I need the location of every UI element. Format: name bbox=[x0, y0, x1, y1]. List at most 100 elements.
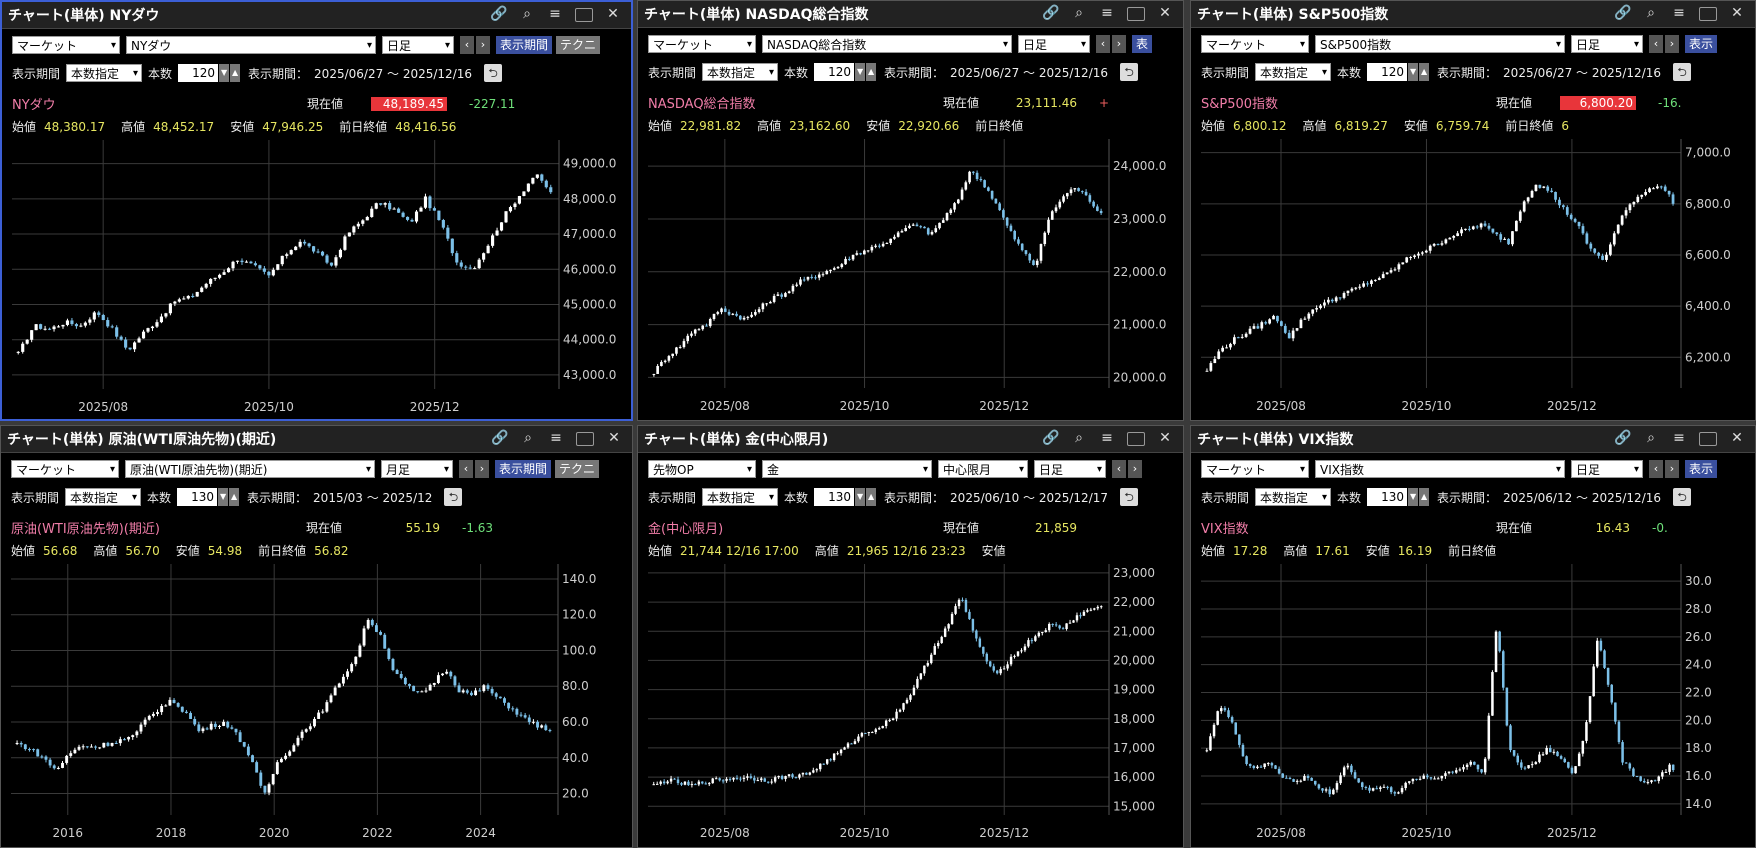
next-button[interactable]: › bbox=[1665, 35, 1679, 53]
chart-svg[interactable]: 30.0 28.0 26.0 24.0 22.0 20.0 18.0 16.0 14.0 2025… bbox=[1197, 562, 1753, 843]
count-up-button[interactable]: ▲ bbox=[1419, 488, 1430, 506]
show-period-button[interactable]: 表示期間 bbox=[495, 460, 552, 478]
close-icon[interactable]: ✕ bbox=[1159, 430, 1171, 446]
next-button[interactable]: › bbox=[476, 36, 490, 54]
range-mode-select[interactable]: 本数指定 bbox=[66, 64, 143, 82]
count-down-button[interactable]: ▼ bbox=[219, 64, 230, 82]
maximize-icon[interactable] bbox=[1127, 432, 1145, 446]
technical-button[interactable]: テクニ bbox=[556, 36, 601, 54]
chart-panel[interactable]: チャート(単体) 金(中心限月) 🔗 ⌕ ≡ ✕ 先物OP 金中心限月日足 ‹› 表示期間本数指… bbox=[637, 425, 1184, 848]
period-select[interactable]: 日足 bbox=[1018, 35, 1090, 53]
chart-svg[interactable]: 140.0 120.0 100.0 80.0 60.0 40.0 20.0 2016 2018 2… bbox=[7, 562, 630, 843]
chart-panel[interactable]: チャート(単体) NASDAQ総合指数🔗⌕≡✕ マーケット NASDAQ総合指数日足… bbox=[637, 0, 1184, 421]
count-up-button[interactable]: ▲ bbox=[1419, 63, 1430, 81]
count-up-button[interactable]: ▲ bbox=[230, 64, 241, 82]
menu-icon[interactable]: ≡ bbox=[1673, 430, 1685, 446]
prev-button[interactable]: ‹ bbox=[1112, 460, 1126, 478]
panel-titlebar[interactable]: チャート(単体) VIX指数 🔗 ⌕ ≡ ✕ bbox=[1191, 426, 1755, 453]
symbol-select[interactable]: 原油(WTI原油先物)(期近) bbox=[125, 460, 375, 478]
search-icon[interactable]: ⌕ bbox=[1647, 5, 1655, 21]
contract-select[interactable]: 中心限月 bbox=[938, 460, 1028, 478]
symbol-select[interactable]: VIX指数 bbox=[1315, 460, 1565, 478]
technical-button[interactable]: テクニ bbox=[555, 460, 600, 478]
prev-button[interactable]: ‹ bbox=[459, 460, 473, 478]
next-button[interactable]: › bbox=[1128, 460, 1142, 478]
price-chart[interactable]: 30.0 28.0 26.0 24.0 22.0 20.0 18.0 16.0 14.0 2025… bbox=[1197, 562, 1753, 843]
range-mode-select[interactable]: 本数指定 bbox=[702, 63, 779, 81]
period-select[interactable]: 日足 bbox=[1571, 460, 1643, 478]
price-chart[interactable]: 49,000.0 48,000.0 47,000.0 46,000.0 45,000.0… bbox=[8, 138, 629, 417]
prev-button[interactable]: ‹ bbox=[1649, 35, 1663, 53]
count-down-button[interactable]: ▼ bbox=[855, 488, 866, 506]
count-up-button[interactable]: ▲ bbox=[866, 488, 877, 506]
count-down-button[interactable]: ▼ bbox=[1408, 63, 1419, 81]
panel-titlebar[interactable]: チャート(単体) 原油(WTI原油先物)(期近) 🔗 ⌕ ≡ ✕ bbox=[1, 426, 632, 453]
chart-svg[interactable]: 24,000.0 23,000.0 22,000.0 21,000.0 20,000.0… bbox=[644, 137, 1181, 416]
prev-button[interactable]: ‹ bbox=[1649, 460, 1663, 478]
link-icon[interactable]: 🔗 bbox=[1614, 430, 1632, 446]
close-icon[interactable]: ✕ bbox=[607, 6, 619, 22]
maximize-icon[interactable] bbox=[576, 432, 594, 446]
count-up-button[interactable]: ▲ bbox=[229, 488, 240, 506]
panel-titlebar[interactable]: チャート(単体) S&P500指数 🔗 ⌕ ≡ ✕ bbox=[1191, 1, 1755, 28]
chart-svg[interactable]: 49,000.0 48,000.0 47,000.0 46,000.0 45,000.0… bbox=[8, 138, 631, 417]
show-period-button[interactable]: 表 bbox=[1132, 35, 1153, 53]
symbol-select[interactable]: 金 bbox=[762, 460, 932, 478]
period-select[interactable]: 日足 bbox=[1034, 460, 1106, 478]
reset-icon[interactable]: ⮌ bbox=[484, 64, 503, 82]
price-chart[interactable]: 23,000 22,000 21,000 20,000 19,000 18,000 17,0… bbox=[644, 562, 1181, 843]
count-input[interactable]: 130 bbox=[1367, 488, 1408, 506]
search-icon[interactable]: ⌕ bbox=[1647, 430, 1655, 446]
symbol-select[interactable]: NYダウ bbox=[126, 36, 376, 54]
period-select[interactable]: 日足 bbox=[382, 36, 454, 54]
symbol-select[interactable]: S&P500指数 bbox=[1315, 35, 1565, 53]
count-down-button[interactable]: ▼ bbox=[1408, 488, 1419, 506]
close-icon[interactable]: ✕ bbox=[608, 430, 620, 446]
chart-svg[interactable]: 23,000 22,000 21,000 20,000 19,000 18,000 17,0… bbox=[644, 562, 1181, 843]
search-icon[interactable]: ⌕ bbox=[524, 430, 532, 446]
market-select[interactable]: マーケット bbox=[11, 460, 119, 478]
search-icon[interactable]: ⌕ bbox=[523, 6, 531, 22]
next-button[interactable]: › bbox=[1665, 460, 1679, 478]
show-period-button[interactable]: 表示期間 bbox=[496, 36, 553, 54]
link-icon[interactable]: 🔗 bbox=[490, 6, 508, 22]
symbol-select[interactable]: NASDAQ総合指数 bbox=[762, 35, 1012, 53]
link-icon[interactable]: 🔗 bbox=[1614, 5, 1632, 21]
chart-svg[interactable]: 7,000.0 6,800.0 6,600.0 6,400.0 6,200.0 2025/… bbox=[1197, 137, 1753, 416]
panel-titlebar[interactable]: チャート(単体) NYダウ 🔗 ⌕ ≡ ✕ bbox=[2, 2, 631, 29]
prev-button[interactable]: ‹ bbox=[460, 36, 474, 54]
market-select[interactable]: マーケット bbox=[648, 35, 756, 53]
count-input[interactable]: 130 bbox=[814, 488, 855, 506]
market-select[interactable]: マーケット bbox=[12, 36, 120, 54]
link-icon[interactable]: 🔗 bbox=[491, 430, 509, 446]
show-period-button[interactable]: 表示 bbox=[1685, 460, 1718, 478]
menu-icon[interactable]: ≡ bbox=[1673, 5, 1685, 21]
maximize-icon[interactable] bbox=[1127, 7, 1145, 21]
maximize-icon[interactable] bbox=[1699, 7, 1717, 21]
maximize-icon[interactable] bbox=[575, 8, 593, 22]
chart-panel[interactable]: チャート(単体) S&P500指数🔗⌕≡✕マーケットS&P500指数日足‹›表示… bbox=[1190, 0, 1756, 421]
count-down-button[interactable]: ▼ bbox=[218, 488, 229, 506]
count-input[interactable]: 130 bbox=[177, 488, 218, 506]
panel-titlebar[interactable]: チャート(単体) NASDAQ総合指数 🔗 ⌕ ≡ ✕ bbox=[638, 1, 1183, 28]
menu-icon[interactable]: ≡ bbox=[549, 6, 561, 22]
period-select[interactable]: 日足 bbox=[1571, 35, 1643, 53]
market-select[interactable]: 先物OP bbox=[648, 460, 756, 478]
range-mode-select[interactable]: 本数指定 bbox=[65, 488, 142, 506]
chart-panel[interactable]: チャート(単体) NYダウ🔗⌕≡✕マーケットNYダウ日足‹›表示期間テクニ表示期… bbox=[0, 0, 633, 421]
range-mode-select[interactable]: 本数指定 bbox=[1255, 488, 1332, 506]
search-icon[interactable]: ⌕ bbox=[1075, 5, 1083, 21]
close-icon[interactable]: ✕ bbox=[1159, 5, 1171, 21]
menu-icon[interactable]: ≡ bbox=[1101, 430, 1113, 446]
chart-panel[interactable]: チャート(単体) 原油(WTI原油先物)(期近) 🔗 ⌕ ≡ ✕ マーケット原油(WTI原… bbox=[0, 425, 633, 848]
close-icon[interactable]: ✕ bbox=[1731, 430, 1743, 446]
close-icon[interactable]: ✕ bbox=[1731, 5, 1743, 21]
reset-icon[interactable]: ⮌ bbox=[444, 488, 463, 506]
menu-icon[interactable]: ≡ bbox=[550, 430, 562, 446]
count-up-button[interactable]: ▲ bbox=[866, 63, 877, 81]
maximize-icon[interactable] bbox=[1699, 432, 1717, 446]
show-period-button[interactable]: 表示 bbox=[1685, 35, 1718, 53]
prev-button[interactable]: ‹ bbox=[1096, 35, 1110, 53]
count-input[interactable]: 120 bbox=[178, 64, 219, 82]
price-chart[interactable]: 140.0 120.0 100.0 80.0 60.0 40.0 20.0 2016 2018 2… bbox=[7, 562, 630, 843]
